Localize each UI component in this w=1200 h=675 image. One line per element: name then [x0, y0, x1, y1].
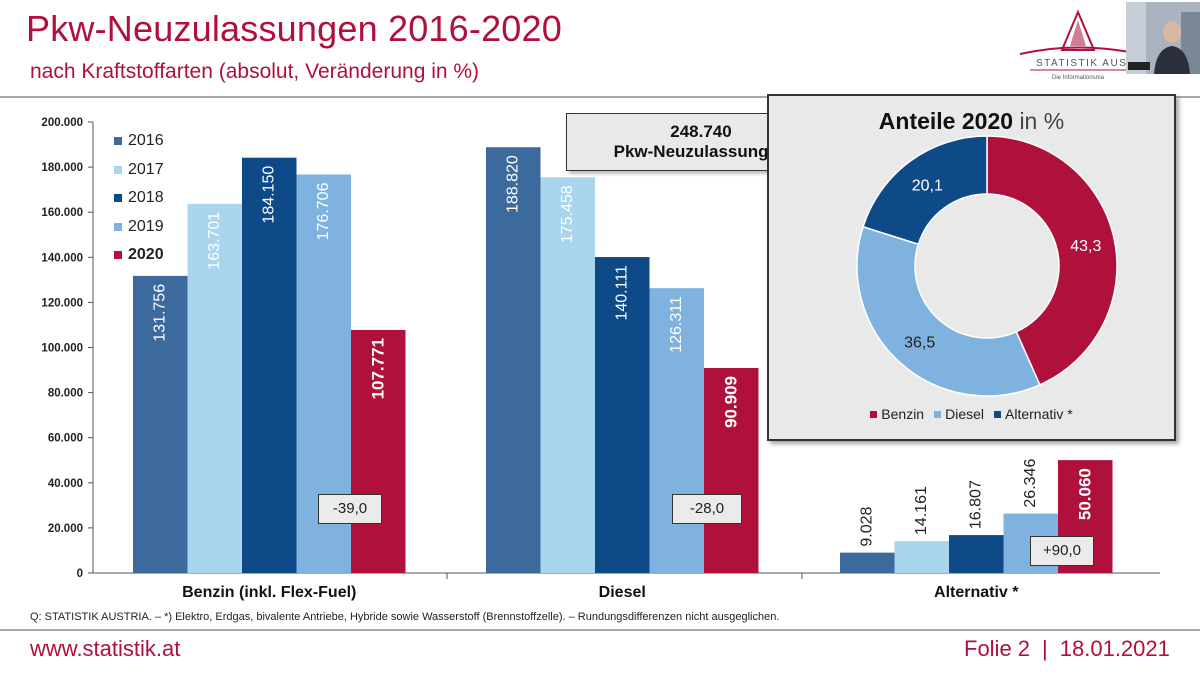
legend-swatch — [114, 165, 122, 174]
logo-text: STATISTIK AUS — [1036, 58, 1127, 69]
change-callout: +90,0 — [1030, 536, 1094, 566]
donut-legend-label: Alternativ * — [1005, 406, 1073, 422]
data-label: 175.458 — [559, 185, 576, 243]
bar-2018 — [949, 535, 1004, 573]
data-label: 14.161 — [913, 486, 930, 535]
data-label: 163.701 — [206, 212, 223, 270]
data-label: 50.060 — [1076, 468, 1095, 520]
statistik-austria-logo: STATISTIK AUS Die Informationsma — [1019, 9, 1132, 81]
donut-chart: 43,3 36,5 20,1 — [856, 135, 1118, 397]
bar-2017 — [187, 203, 242, 573]
y-tick-label: 100.000 — [41, 343, 83, 355]
donut-legend: Benzin Diesel Alternativ * — [769, 406, 1174, 422]
y-tick-label: 160.000 — [41, 207, 83, 219]
y-tick-label: 40.000 — [48, 478, 83, 490]
legend-item: 2016 — [114, 127, 164, 156]
donut-legend-swatch — [994, 410, 1001, 418]
category-label: Diesel — [599, 584, 646, 601]
legend-item: 2019 — [114, 213, 164, 242]
y-tick-label: 20.000 — [48, 523, 83, 535]
legend-item: 2018 — [114, 184, 164, 213]
page-subtitle: nach Kraftstoffarten (absolut, Veränderu… — [30, 60, 480, 83]
donut-value-label: 43,3 — [1070, 238, 1101, 255]
logo-tagline: Die Informationsma — [1052, 75, 1105, 81]
y-tick-label: 140.000 — [41, 252, 83, 264]
data-label: 107.771 — [369, 338, 388, 399]
presenter-webcam-image — [1126, 2, 1200, 74]
source-note: Q: STATISTIK AUSTRIA. – *) Elektro, Erdg… — [30, 611, 780, 623]
data-label: 188.820 — [505, 155, 522, 213]
donut-value-label: 36,5 — [904, 334, 935, 351]
bar-2018 — [242, 157, 297, 573]
total-label: Pkw-Neuzulassungen — [613, 142, 789, 161]
bar-2016 — [133, 275, 188, 573]
bar-2020 — [704, 368, 759, 573]
legend-label: 2016 — [128, 132, 164, 150]
legend-label: 2020 — [128, 246, 164, 264]
slide-info: Folie 2 | 18.01.2021 — [958, 636, 1176, 662]
donut-title-main: Anteile 2020 — [878, 108, 1014, 134]
bar-2020 — [351, 329, 406, 573]
data-label: 184.150 — [261, 166, 278, 224]
y-tick-label: 120.000 — [41, 297, 83, 309]
bar-2017 — [540, 177, 595, 573]
data-label: 16.807 — [968, 480, 985, 529]
donut-legend-label: Diesel — [945, 406, 984, 422]
legend-item: 2020 — [114, 241, 164, 270]
donut-slice-alternativ — [862, 135, 988, 246]
data-label: 90.909 — [722, 376, 741, 428]
change-callout: -28,0 — [672, 494, 742, 524]
legend-item: 2017 — [114, 156, 164, 185]
change-callout: -39,0 — [318, 494, 382, 524]
bar-2016 — [840, 552, 895, 573]
legend-swatch — [114, 251, 122, 260]
legend-label: 2019 — [128, 217, 164, 235]
bar-2019 — [649, 288, 704, 573]
donut-title-unit: in % — [1019, 108, 1065, 134]
legend-swatch — [114, 194, 122, 203]
footer-divider — [0, 629, 1200, 631]
legend-label: 2018 — [128, 189, 164, 207]
website-link[interactable]: www.statistik.at — [30, 636, 181, 661]
data-label: 126.311 — [668, 296, 685, 353]
data-label: 131.756 — [152, 284, 169, 342]
bar-chart-legend: 2016 2017 2018 2019 2020 — [114, 127, 164, 270]
y-tick-label: 80.000 — [48, 388, 83, 400]
donut-legend-swatch — [934, 410, 942, 418]
donut-title: Anteile 2020 in % — [769, 108, 1174, 135]
donut-legend-item: Diesel — [934, 406, 984, 422]
data-label: 140.111 — [614, 265, 631, 321]
donut-legend-swatch — [870, 410, 878, 418]
bar-2016 — [486, 147, 541, 573]
donut-legend-item: Alternativ * — [994, 406, 1073, 422]
data-label: 26.346 — [1022, 459, 1039, 508]
y-tick-label: 60.000 — [48, 433, 83, 445]
donut-value-label: 20,1 — [912, 178, 943, 195]
legend-swatch — [114, 222, 122, 231]
donut-legend-label: Benzin — [881, 406, 925, 422]
donut-slice-benzin — [986, 135, 1118, 386]
slide-date: 18.01.2021 — [1059, 636, 1170, 661]
slide-number: Folie 2 — [964, 636, 1031, 661]
legend-label: 2017 — [128, 160, 164, 178]
data-label: 9.028 — [859, 507, 876, 547]
share-2020-panel: 43,3 36,5 20,1 Anteile 2020 in % Benzin Die… — [767, 94, 1176, 441]
category-label: Alternativ * — [934, 584, 1019, 601]
y-tick-label: 200.000 — [41, 117, 83, 129]
donut-legend-item: Benzin — [870, 406, 924, 422]
data-label: 176.706 — [315, 182, 332, 240]
donut-slice-diesel — [856, 225, 1041, 397]
header-divider — [0, 96, 1200, 98]
y-tick-label: 0 — [77, 568, 83, 580]
total-value: 248.740 — [670, 122, 732, 141]
category-label: Benzin (inkl. Flex-Fuel) — [182, 584, 356, 601]
bar-2018 — [595, 257, 650, 573]
legend-swatch — [114, 137, 122, 146]
bar-2017 — [894, 541, 949, 573]
page-title: Pkw-Neuzulassungen 2016-2020 — [26, 8, 562, 49]
y-tick-label: 180.000 — [41, 162, 83, 174]
slide-separator: | — [1042, 636, 1048, 661]
